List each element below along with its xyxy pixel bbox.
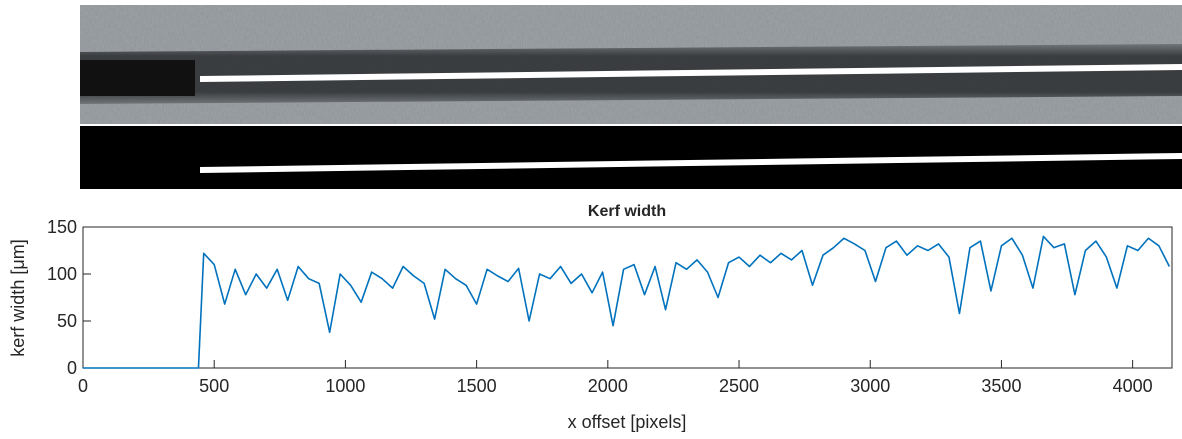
x-tick-label: 0 [78,376,88,396]
y-tick-label: 50 [57,311,77,331]
x-tick-label: 1000 [325,376,365,396]
y-tick-label: 0 [67,358,77,378]
x-tick-label: 1500 [457,376,497,396]
x-tick-label: 500 [199,376,229,396]
x-axis-label: x offset [pixels] [568,412,687,432]
chart-title: Kerf width [588,203,666,220]
x-tick-label: 3500 [981,376,1021,396]
x-tick-label: 3000 [850,376,890,396]
y-axis-label: kerf width [μm] [8,239,28,356]
x-tick-label: 2000 [588,376,628,396]
y-tick-label: 150 [47,217,77,237]
data-line [83,235,1171,369]
mask-image [80,126,1182,189]
x-tick-label: 4000 [1113,376,1153,396]
plot-frame [82,226,1173,369]
x-tick-label: 2500 [719,376,759,396]
y-tick-label: 100 [47,264,77,284]
photo [80,5,1182,124]
